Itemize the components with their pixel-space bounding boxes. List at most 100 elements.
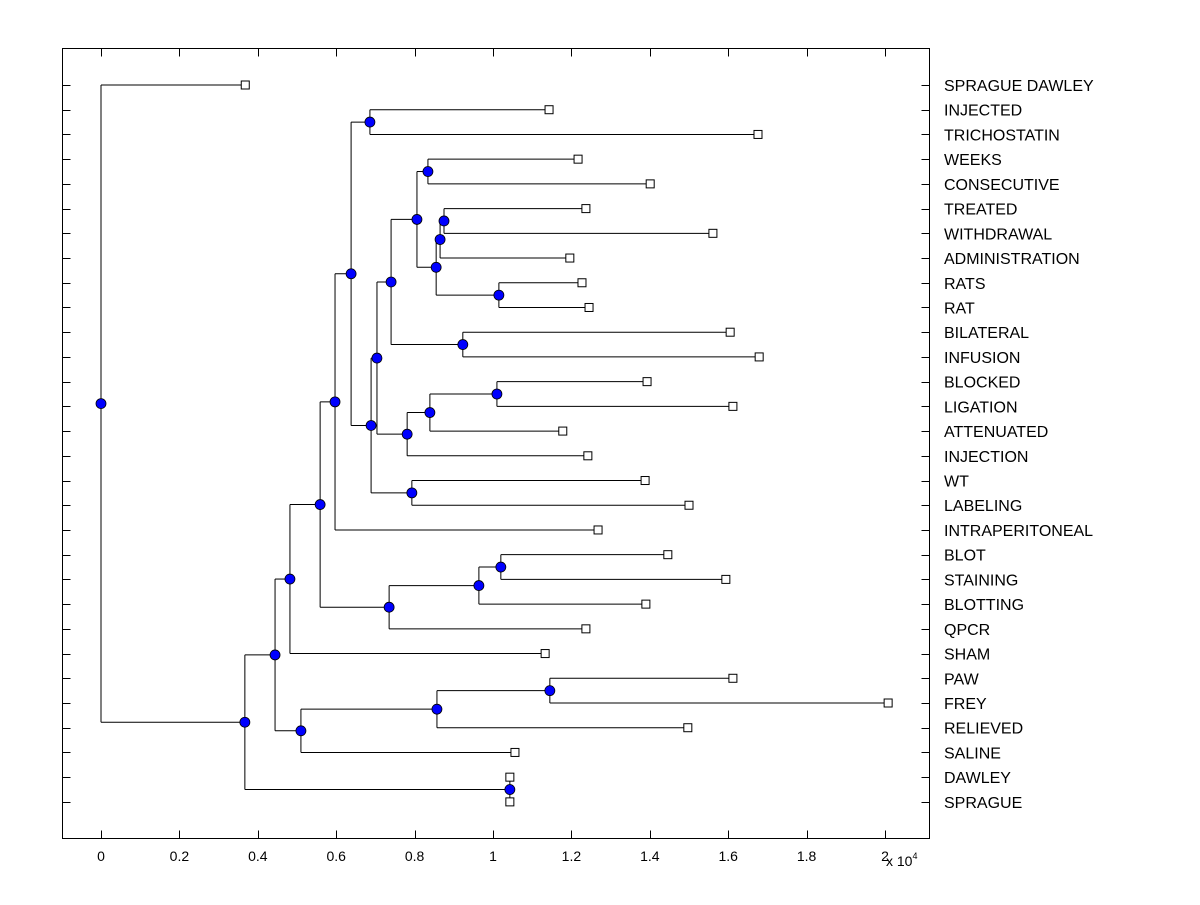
leaf-marker bbox=[558, 426, 568, 436]
leaf-label: BLOTTING bbox=[944, 597, 1024, 614]
leaf-label: QPCR bbox=[944, 622, 990, 639]
node-marker bbox=[365, 420, 377, 431]
leaf-marker bbox=[645, 179, 655, 189]
node-marker bbox=[457, 339, 469, 350]
leaf-marker bbox=[581, 624, 591, 634]
node-marker bbox=[406, 487, 418, 499]
node-marker bbox=[493, 289, 505, 301]
leaf-label: SPRAGUE DAWLEY bbox=[944, 78, 1094, 95]
x-tick-label: 1.2 bbox=[562, 848, 582, 864]
leaf-label: STAINING bbox=[944, 572, 1018, 589]
x-tick-label: 1.8 bbox=[797, 848, 817, 864]
leaf-label: ADMINISTRATION bbox=[944, 251, 1080, 268]
leaf-label: RATS bbox=[944, 276, 985, 293]
leaf-label: INJECTION bbox=[944, 449, 1028, 466]
x-exponent-label: x 104 bbox=[886, 851, 917, 869]
x-tick-label: 1.6 bbox=[718, 848, 738, 864]
x-tick-label: 0.4 bbox=[248, 848, 268, 864]
leaf-label: LIGATION bbox=[944, 399, 1018, 416]
node-marker bbox=[495, 561, 507, 573]
leaf-marker bbox=[663, 550, 673, 560]
x-tick-label: 0.2 bbox=[170, 848, 190, 864]
node-marker bbox=[364, 116, 376, 128]
node-marker bbox=[430, 261, 442, 273]
leaf-marker bbox=[728, 401, 738, 411]
leaf-label: WEEKS bbox=[944, 152, 1002, 169]
leaf-marker bbox=[728, 673, 738, 683]
node-marker bbox=[438, 215, 450, 227]
leaf-marker bbox=[573, 154, 583, 164]
leaf-label: SPRAGUE bbox=[944, 795, 1022, 812]
leaf-marker bbox=[725, 327, 735, 337]
leaf-label: BILATERAL bbox=[944, 325, 1029, 342]
x-tick-label: 0 bbox=[97, 848, 105, 864]
leaf-label: INTRAPERITONEAL bbox=[944, 523, 1093, 540]
node-marker bbox=[385, 276, 397, 288]
leaf-marker bbox=[565, 253, 575, 263]
leaf-label: WT bbox=[944, 474, 969, 491]
x-tick-label: 0.8 bbox=[405, 848, 425, 864]
leaf-marker bbox=[642, 377, 652, 387]
node-marker bbox=[424, 407, 436, 418]
leaf-label: INFUSION bbox=[944, 350, 1020, 367]
x-tick-label: 1 bbox=[489, 848, 497, 864]
x-tick-label: 1.4 bbox=[640, 848, 660, 864]
leaf-marker bbox=[753, 129, 763, 139]
node-marker bbox=[239, 716, 251, 728]
leaf-label: INJECTED bbox=[944, 103, 1022, 120]
leaf-marker bbox=[593, 525, 603, 535]
leaf-marker bbox=[641, 599, 651, 609]
leaf-marker bbox=[683, 723, 693, 733]
leaf-marker bbox=[721, 574, 731, 584]
leaf-label: SHAM bbox=[944, 647, 990, 664]
leaf-label: LABELING bbox=[944, 498, 1022, 515]
node-marker bbox=[345, 268, 357, 280]
node-marker bbox=[434, 234, 446, 245]
leaf-marker bbox=[640, 476, 650, 486]
node-marker bbox=[504, 784, 516, 795]
node-marker bbox=[431, 703, 443, 715]
node-marker bbox=[401, 428, 413, 440]
leaf-marker bbox=[708, 228, 718, 238]
leaf-label: FREY bbox=[944, 696, 987, 713]
leaf-label: RELIEVED bbox=[944, 721, 1023, 738]
node-marker bbox=[295, 725, 307, 737]
node-marker bbox=[411, 214, 423, 225]
leaf-label: BLOT bbox=[944, 548, 986, 565]
leaf-label: BLOCKED bbox=[944, 375, 1020, 392]
leaf-label: TREATED bbox=[944, 202, 1017, 219]
node-marker bbox=[314, 499, 326, 510]
leaf-label: WITHDRAWAL bbox=[944, 226, 1052, 243]
leaf-marker bbox=[505, 797, 515, 807]
leaf-label: CONSECUTIVE bbox=[944, 177, 1060, 194]
node-marker bbox=[371, 352, 383, 364]
leaf-marker bbox=[544, 105, 554, 115]
x-tick-label: 2 bbox=[881, 848, 889, 864]
node-marker bbox=[473, 580, 485, 591]
axis-ticks bbox=[62, 48, 930, 839]
node-marker bbox=[329, 396, 341, 408]
node-marker bbox=[95, 398, 107, 410]
plot-area bbox=[62, 48, 930, 839]
leaf-label: RAT bbox=[944, 300, 975, 317]
leaf-label: SALINE bbox=[944, 745, 1001, 762]
leaf-marker bbox=[883, 698, 893, 708]
leaf-marker bbox=[754, 352, 764, 362]
x-tick-label: 0.6 bbox=[326, 848, 346, 864]
node-marker bbox=[284, 573, 296, 585]
leaf-marker bbox=[581, 204, 591, 214]
node-marker bbox=[544, 685, 556, 697]
node-marker bbox=[383, 601, 395, 613]
leaf-marker bbox=[540, 649, 550, 659]
leaf-label: TRICHOSTATIN bbox=[944, 127, 1060, 144]
node-marker bbox=[269, 649, 281, 661]
leaf-marker bbox=[577, 278, 587, 288]
leaf-marker bbox=[684, 500, 694, 510]
leaf-label: PAW bbox=[944, 671, 980, 688]
x-tick-labels: 0 0.2 0.4 0.6 0.8 1 1.2 1.4 1.6 1.8 2 bbox=[97, 848, 889, 864]
node-marker bbox=[491, 388, 503, 400]
leaf-label: DAWLEY bbox=[944, 770, 1011, 787]
leaf-marker bbox=[505, 772, 515, 782]
leaf-marker bbox=[584, 302, 594, 312]
